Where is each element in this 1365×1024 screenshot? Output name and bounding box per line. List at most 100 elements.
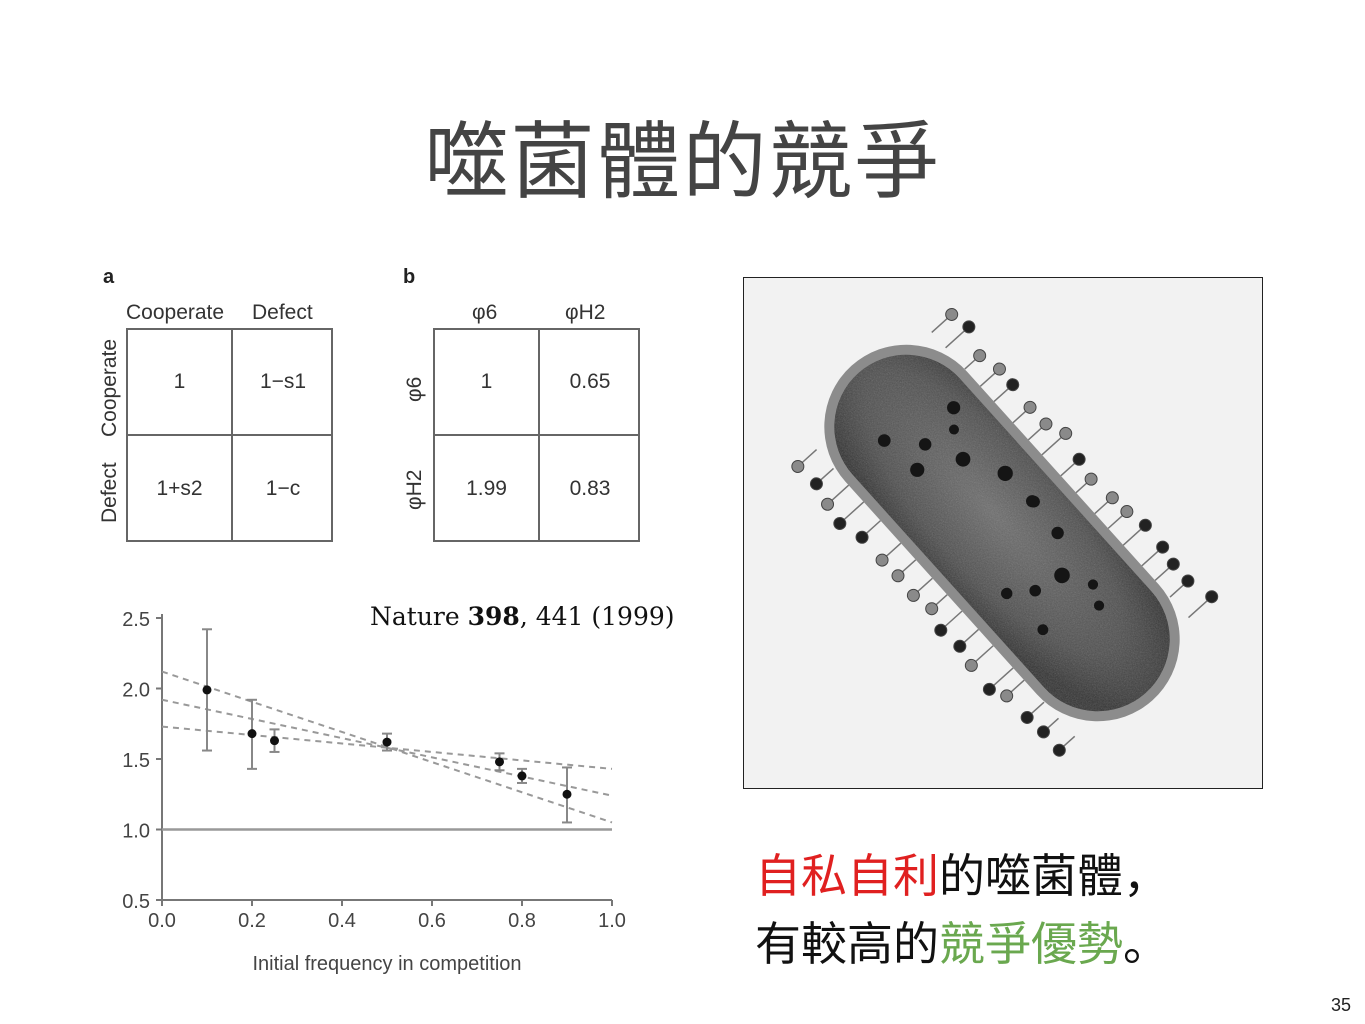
phage-tail (1062, 735, 1076, 748)
intracellular-phage (997, 465, 1013, 482)
phage-head (992, 362, 1006, 376)
phage-tail (1169, 583, 1185, 598)
y-tick-label: 1.5 (122, 750, 150, 772)
phage-head (891, 569, 905, 583)
phage-tail (1187, 599, 1209, 619)
phage-tail (830, 484, 850, 502)
phage-tail (1046, 717, 1060, 730)
regression-line (161, 670, 613, 824)
phage-tail (992, 667, 1014, 687)
phage-head (1036, 725, 1050, 739)
phage-head (1039, 417, 1053, 431)
intracellular-phage (1029, 584, 1042, 597)
x-tick-label: 1.0 (598, 910, 626, 932)
micrograph-image (744, 278, 1262, 788)
phage-tail (1027, 426, 1043, 441)
phage-tail (974, 645, 994, 663)
x-tick-label: 0.2 (238, 910, 266, 932)
panel-a-row-header-defect: Defect (98, 462, 121, 523)
panel-a-letter: a (103, 266, 115, 288)
caption-line-2: 有較高的競爭優勢。 (755, 910, 1169, 978)
phage-head (833, 516, 847, 530)
panel-a-col-header-defect: Defect (252, 301, 313, 324)
intracellular-phage (1037, 624, 1049, 636)
phage-head (809, 477, 823, 491)
data-point (247, 729, 257, 739)
panel-a-col-header-cooperate: Cooperate (126, 301, 225, 324)
phage-head (791, 459, 805, 473)
citation-journal: Nature (370, 602, 460, 631)
phage-head (1023, 400, 1037, 414)
phage-tail (1060, 462, 1076, 477)
panel-a-row-header-cooperate: Cooperate (98, 338, 121, 437)
phage-head (1072, 452, 1086, 466)
intracellular-phage (918, 438, 932, 451)
citation: Nature 398, 441 (1999) (370, 602, 675, 631)
phage-head (1138, 518, 1152, 532)
panel-b-payoff-matrix: 1 0.65 1.99 0.83 (433, 328, 640, 542)
phage-head (1156, 540, 1170, 554)
caption-text: 。 (1123, 917, 1169, 971)
phage-tail (993, 387, 1010, 403)
phage-head (1059, 426, 1073, 440)
phage-head (945, 307, 959, 321)
panel-b-row-header: φH2 (403, 469, 426, 510)
caption-highlight-green: 競爭優勢 (939, 917, 1123, 971)
y-tick-label: 2.0 (122, 680, 150, 702)
phage-tail (1009, 679, 1025, 694)
phage-tail (931, 317, 949, 333)
phage-tail (1012, 410, 1027, 424)
phage-head (1020, 710, 1034, 724)
citation-rest: , 441 (1999) (519, 602, 675, 631)
data-point (495, 757, 504, 767)
panel-b-cell: 0.83 (569, 477, 611, 500)
phage-tail (819, 467, 835, 482)
intracellular-phage (947, 401, 961, 415)
phage-tail (885, 542, 902, 558)
intracellular-phage (948, 424, 959, 435)
phage-head (1181, 574, 1195, 588)
caption-text: 的噬菌體， (939, 849, 1169, 903)
phage-head (875, 553, 889, 567)
phage-tail (1154, 566, 1171, 582)
phage-head (964, 658, 978, 672)
y-tick-label: 1.0 (122, 821, 150, 843)
data-point (562, 789, 572, 799)
phage-head (925, 602, 939, 616)
citation-volume: 398 (467, 602, 520, 631)
x-tick-label: 0.0 (148, 910, 176, 932)
intracellular-phage (1093, 600, 1105, 611)
panel-a-payoff-matrix: 1 1−s1 1+s2 1−c (126, 328, 333, 542)
matrix-divider (128, 434, 331, 436)
caption-text: 有較高的 (755, 917, 939, 971)
panel-b-cell: 1.99 (466, 477, 507, 500)
intracellular-phage (1054, 567, 1070, 584)
panel-b-col-header: φ6 (472, 301, 498, 324)
intracellular-phage (1025, 495, 1039, 508)
intracellular-phage (955, 451, 971, 467)
phage-head (934, 623, 948, 637)
intracellular-phage (1051, 526, 1064, 540)
phage-tail (1141, 549, 1160, 567)
page-number: 35 (1330, 995, 1351, 1015)
phage-tail (1075, 481, 1088, 494)
x-tick-label: 0.6 (418, 910, 446, 932)
phage-head (1166, 557, 1180, 571)
panel-b-cell: 0.65 (569, 370, 611, 393)
phage-head (1120, 505, 1134, 519)
matrix-divider (435, 434, 638, 436)
phage-head (906, 588, 920, 602)
phage-head (982, 682, 996, 696)
competition-chart: 0.5 1.0 1.5 2.0 2.5 0.0 0.2 0.4 0.6 0.8 1.0 Initial… (122, 609, 626, 975)
intracellular-phage (910, 462, 925, 477)
intracellular-phage (877, 434, 891, 447)
panel-b-row-header: φ6 (403, 376, 426, 402)
phage-head (1006, 378, 1020, 392)
phage-tail (945, 329, 966, 349)
phage-head (1052, 743, 1066, 757)
phage-tail (934, 594, 948, 606)
phage-tail (1041, 436, 1063, 456)
phage-tail (916, 577, 933, 593)
caption-highlight-red: 自私自利 (755, 849, 939, 903)
phage-head (953, 639, 967, 653)
